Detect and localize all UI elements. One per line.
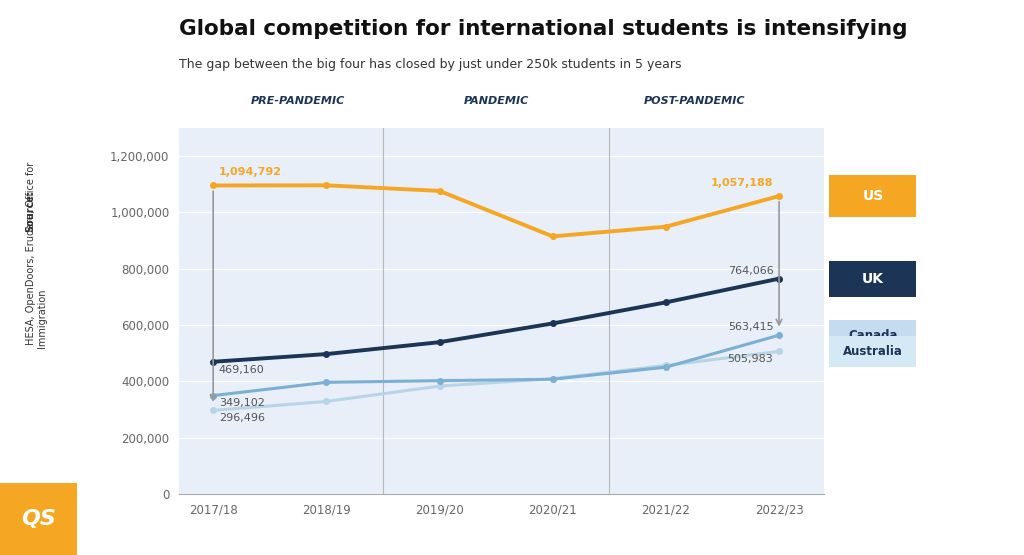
- Text: 469,160: 469,160: [219, 365, 264, 375]
- Text: 563,415: 563,415: [728, 322, 773, 332]
- Text: Source:: Source:: [26, 190, 36, 232]
- Text: Global competition for international students is intensifying: Global competition for international stu…: [179, 19, 907, 39]
- Text: 505,983: 505,983: [728, 354, 773, 364]
- Text: The gap between the big four has closed by just under 250k students in 5 years: The gap between the big four has closed …: [179, 58, 682, 71]
- Text: 1,094,792: 1,094,792: [219, 167, 282, 177]
- Text: POST-PANDEMIC: POST-PANDEMIC: [643, 95, 744, 105]
- Text: UK: UK: [862, 271, 884, 286]
- Text: 349,102: 349,102: [219, 398, 264, 408]
- Text: Canada: Canada: [848, 329, 898, 342]
- Text: HESA, OpenDoors, Erudera, Office for
Immigration: HESA, OpenDoors, Erudera, Office for Imm…: [26, 162, 47, 349]
- Text: PANDEMIC: PANDEMIC: [464, 95, 528, 105]
- Text: US: US: [862, 189, 884, 203]
- Text: 296,496: 296,496: [219, 413, 265, 423]
- Text: Australia: Australia: [843, 345, 903, 358]
- Text: 1,057,188: 1,057,188: [711, 178, 773, 188]
- Text: PRE-PANDEMIC: PRE-PANDEMIC: [251, 95, 345, 105]
- Text: 764,066: 764,066: [728, 266, 773, 276]
- Text: QS: QS: [20, 509, 56, 529]
